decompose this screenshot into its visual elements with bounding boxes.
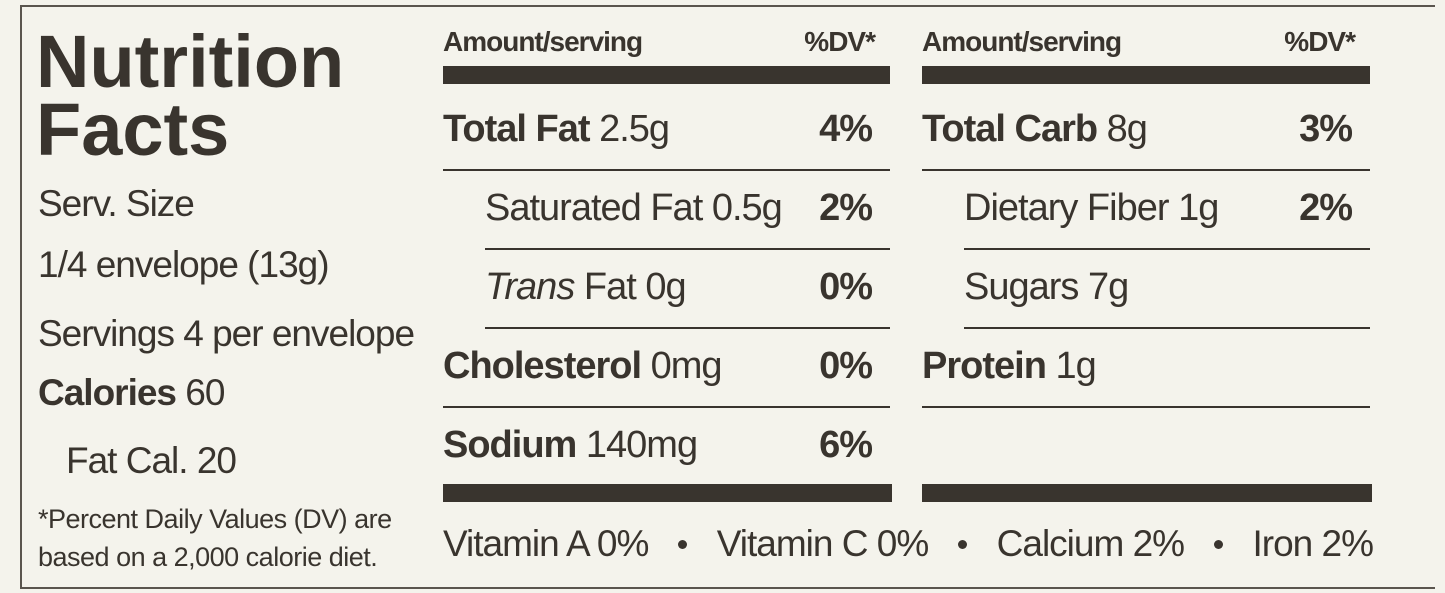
row-name: Sodium [443,424,577,466]
row-name-italic: Trans [485,266,575,308]
serving-size: 1/4 envelope (13g) [38,244,330,285]
vitamin-value: 2% [1321,523,1374,564]
header-amount: Amount/serving [443,26,643,57]
row-rule [964,327,1370,329]
calories-label: Calories [38,372,177,413]
row-dv: 4% [819,108,873,150]
row: Protein 1g [922,345,1097,388]
row-name: Fat [583,266,637,308]
row-amount: 7g [1087,266,1129,308]
row-name: Sugars [964,266,1079,308]
serving-label: Serv. Size [38,183,195,224]
row-rule [922,169,1370,171]
separator [678,539,688,549]
vitamin: Vitamin A 0% [443,523,649,565]
thick-bar [443,484,892,502]
row-dv: 0% [819,266,873,308]
row-amount: 0mg [650,345,723,387]
vitamin: Calcium 2% [996,523,1185,565]
thick-bar [922,66,1370,84]
vitamin-value: 2% [1132,523,1185,564]
row-amount: 1g [1055,345,1096,387]
row: Total Carb 8g [922,108,1148,151]
separator [957,539,967,549]
row-amount: 8g [1106,108,1148,150]
row-name: Protein [922,345,1047,387]
row-amount: 2.5g [599,108,670,150]
calories: Calories 60 [38,372,225,414]
row-rule [485,248,890,250]
row-rule [922,406,1370,408]
vitamin-name: Iron [1252,523,1313,564]
calories-value: 60 [185,372,225,413]
vitamin-name: Vitamin C [716,523,869,564]
row: Total Fat 2.5g [443,108,670,151]
row: Trans Fat 0g [485,266,687,309]
vitamin-name: Calcium [996,523,1125,564]
header-dv: %DV* [804,26,876,57]
row: Saturated Fat 0.5g [485,187,783,230]
row-amount: 0.5g [711,187,783,229]
thick-bar [443,66,890,84]
row-name: Cholesterol [443,345,642,387]
vitamin-value: 0% [596,523,649,564]
row-amount: 140mg [585,424,698,466]
row: Sodium 140mg [443,424,698,467]
servings: Servings 4 per envelope [38,313,415,354]
row-dv: 6% [819,424,873,466]
vitamin: Iron 2% [1252,523,1374,565]
row: Dietary Fiber 1g [964,187,1219,230]
separator [1213,539,1223,549]
title: Nutrition Facts [36,20,345,171]
footnote: *Percent Daily Values (DV) are based on … [38,504,392,572]
vitamin-name: Vitamin A [443,523,589,564]
row-amount: 1g [1178,187,1219,229]
row-name: Dietary Fiber [964,187,1169,229]
header-amount: Amount/serving [922,26,1122,57]
row-dv: 0% [819,345,873,387]
row-rule [443,169,890,171]
row-rule [964,248,1370,250]
row-dv: 2% [1299,187,1353,229]
row: Sugars 7g [964,266,1129,309]
row-dv: 2% [819,187,873,229]
row-rule [443,406,890,408]
row-amount: 0g [645,266,686,308]
fat-calories: Fat Cal. 20 [66,440,237,481]
vitamin: Vitamin C 0% [716,523,929,565]
header-dv: %DV* [1284,26,1356,57]
row-rule [485,327,890,329]
row-name: Saturated Fat [485,187,703,229]
row: Cholesterol 0mg [443,345,723,388]
row-name: Total Fat [443,108,591,150]
thick-bar [922,484,1372,502]
row-name: Total Carb [922,108,1098,150]
row-dv: 3% [1299,108,1353,150]
frame [20,5,1435,589]
vitamins: Vitamin A 0% Vitamin C 0% Calcium 2% Iron 2… [443,523,1374,565]
vitamin-value: 0% [876,523,929,564]
